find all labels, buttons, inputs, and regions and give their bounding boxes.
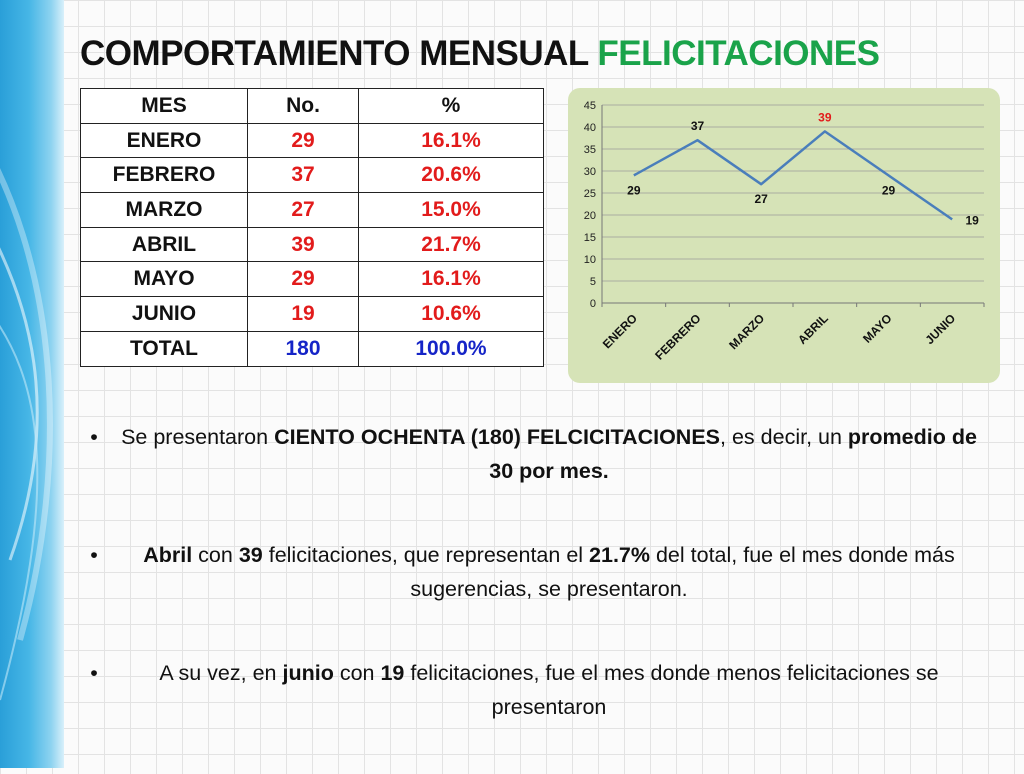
series-line	[633, 130, 953, 221]
data-label: 19	[965, 213, 979, 227]
cell-no: 29	[247, 261, 359, 298]
bullet-text: felicitaciones, que representan el	[262, 543, 590, 567]
bullet-text-bold: Abril	[143, 543, 193, 567]
bullet-dot: •	[90, 661, 98, 685]
bullet-dot: •	[90, 543, 98, 567]
total-no: 180	[247, 330, 359, 367]
bullet-text: con	[192, 543, 239, 567]
cell-mes: ABRIL	[80, 226, 248, 263]
bullet-text-bold: CIENTO OCHENTA (180) FELCICITACIONES	[274, 425, 721, 449]
cell-pct: 15.0%	[358, 192, 544, 228]
bullet-text-bold: promedio de 30 por mes.	[489, 425, 977, 483]
summary-bullets: • Se presentaron CIENTO OCHENTA (180) FEL…	[84, 420, 984, 774]
title-accent: FELICITACIONES	[597, 34, 880, 73]
x-tick-label: FEBRERO	[652, 311, 703, 362]
bullet-text: A su vez, en	[159, 661, 283, 685]
x-tick-label: MARZO	[726, 311, 767, 352]
bullet-text: con	[333, 661, 381, 685]
bullet-dot: •	[90, 425, 98, 449]
y-tick-label: 45	[584, 100, 596, 112]
y-tick-label: 40	[584, 122, 596, 134]
x-tick-label: MAYO	[860, 311, 895, 346]
cell-no: 29	[247, 122, 359, 159]
x-tick-label: ABRIL	[795, 311, 831, 347]
y-tick-label: 10	[584, 254, 596, 266]
x-tick-label: ENERO	[600, 311, 640, 351]
bullet-text-bold: 39	[238, 543, 263, 567]
cell-pct: 21.7%	[358, 226, 544, 263]
x-tick-label: JUNIO	[922, 311, 958, 347]
bullet-text: del total, fue el mes donde más sugerenc…	[410, 543, 955, 601]
decorative-side-band	[0, 0, 64, 768]
bullet-text: felicitaciones, fue el mes donde menos f…	[404, 661, 939, 719]
cell-no: 19	[247, 296, 359, 332]
table-row: MAYO 29 16.1%	[80, 261, 544, 298]
data-label: 37	[691, 119, 705, 133]
y-tick-label: 20	[584, 210, 596, 222]
total-label: TOTAL	[80, 330, 248, 367]
bullet-text-bold: junio	[282, 661, 334, 685]
table-row: MARZO 27 15.0%	[80, 192, 544, 228]
y-tick-label: 30	[584, 166, 596, 178]
cell-pct: 16.1%	[358, 122, 544, 159]
bullet-item: • Se presentaron CIENTO OCHENTA (180) FEL…	[84, 420, 984, 488]
cell-no: 27	[247, 192, 359, 228]
y-tick-label: 5	[590, 276, 596, 288]
cell-mes: MAYO	[80, 261, 248, 298]
line-chart-svg: 0 5 10 15 20 25 30 35 40 45 ENERO FEBRERO MARZO ABRIL…	[584, 100, 985, 363]
cell-no: 37	[247, 157, 359, 194]
table-row: ENERO 29 16.1%	[80, 122, 544, 159]
y-tick-label: 0	[590, 298, 596, 310]
header-mes: MES	[80, 88, 248, 124]
bullet-text: , es decir, un	[720, 425, 848, 449]
slide-title: COMPORTAMIENTO MENSUAL FELICITACIONES	[80, 34, 880, 74]
header-pct: %	[358, 88, 544, 124]
cell-mes: MARZO	[80, 192, 248, 228]
table-row: JUNIO 19 10.6%	[80, 296, 544, 332]
plot-area	[602, 105, 984, 303]
wave-decoration	[0, 168, 53, 701]
y-tick-label: 35	[584, 144, 596, 156]
bullet-text-bold: 19	[380, 661, 405, 685]
cell-no: 39	[247, 226, 359, 263]
table-row: ABRIL 39 21.7%	[80, 226, 544, 263]
bullet-text-bold: 21.7%	[589, 543, 650, 567]
data-label: 27	[754, 192, 768, 206]
cell-mes: ENERO	[80, 122, 248, 159]
cell-mes: FEBRERO	[80, 157, 248, 194]
total-pct: 100.0%	[358, 330, 544, 367]
data-label: 29	[627, 183, 641, 197]
title-main: COMPORTAMIENTO MENSUAL	[80, 34, 589, 73]
bullet-item: • A su vez, en junio con 19 felicitacione…	[84, 656, 984, 724]
table-header-row: MES No. %	[80, 88, 544, 124]
bullet-text: Se presentaron	[121, 425, 275, 449]
table-row: FEBRERO 37 20.6%	[80, 157, 544, 194]
data-label: 29	[882, 183, 896, 197]
y-tick-label: 25	[584, 188, 596, 200]
cell-pct: 16.1%	[358, 261, 544, 298]
cell-pct: 10.6%	[358, 296, 544, 332]
data-label: 39	[818, 110, 832, 124]
monthly-table: MES No. % ENERO 29 16.1% FEBRERO 37 20.6…	[80, 88, 544, 367]
cell-pct: 20.6%	[358, 157, 544, 194]
header-no: No.	[247, 88, 359, 124]
bullet-item: • Abril con 39 felicitaciones, que repres…	[84, 538, 984, 606]
cell-mes: JUNIO	[80, 296, 248, 332]
table-total-row: TOTAL 180 100.0%	[80, 330, 544, 367]
y-tick-label: 15	[584, 232, 596, 244]
line-chart: 0 5 10 15 20 25 30 35 40 45 ENERO FEBRERO MARZO ABRIL…	[568, 88, 1000, 383]
